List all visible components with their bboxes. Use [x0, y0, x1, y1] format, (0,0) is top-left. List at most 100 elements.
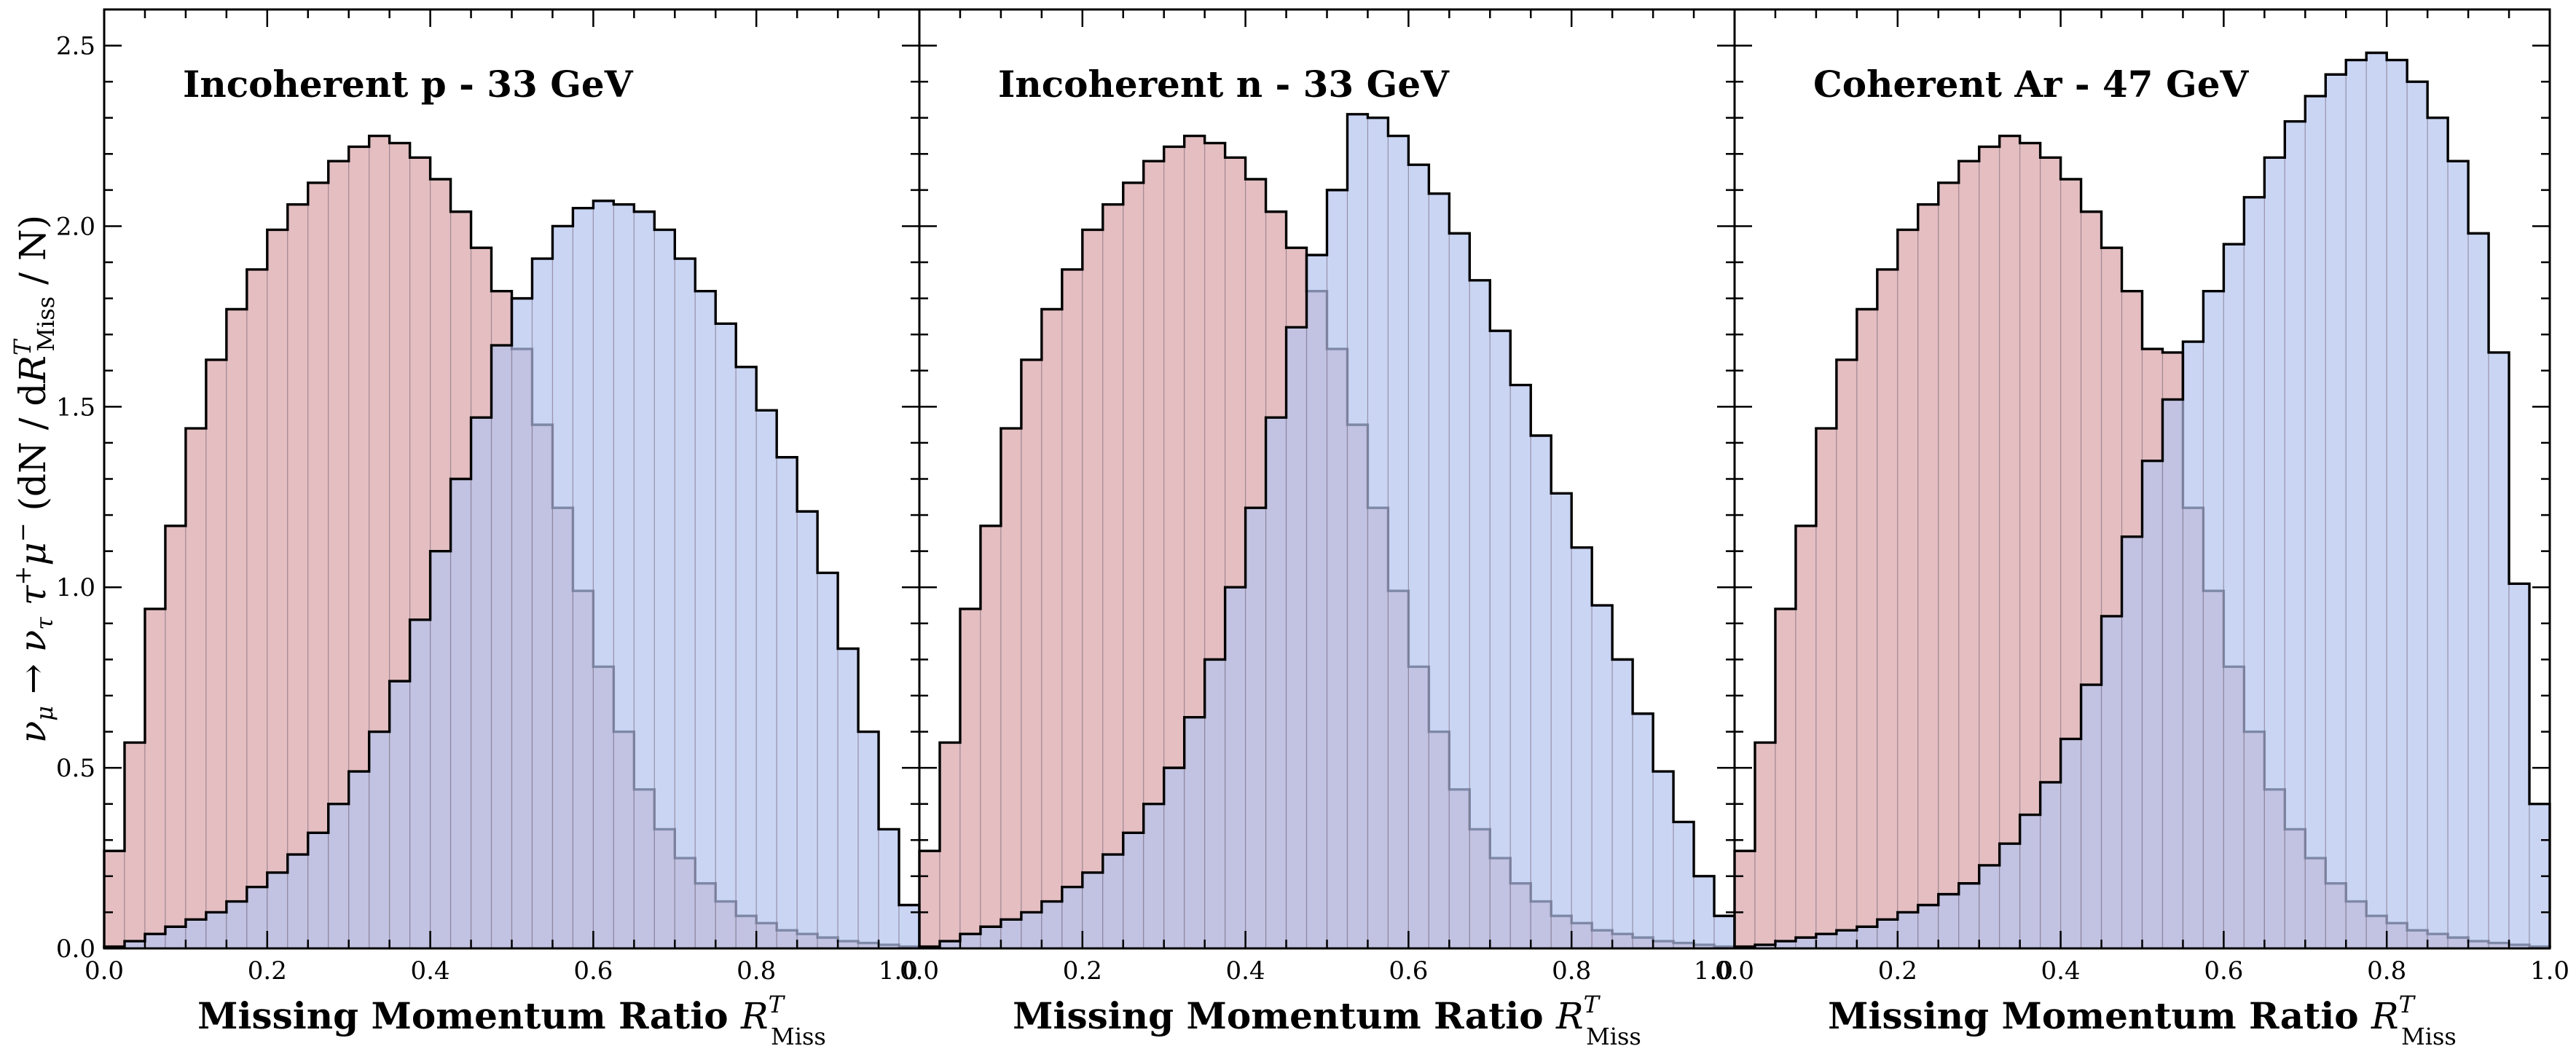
histogram-bar: [531, 258, 554, 949]
histogram-bar: [837, 648, 859, 949]
histogram-bar: [165, 525, 186, 949]
y-tick-label: 1.0: [56, 573, 95, 602]
panel-title: Incoherent p - 33 GeV: [183, 63, 634, 106]
histogram-bar: [919, 850, 941, 949]
histogram-bar: [2365, 52, 2387, 949]
histogram-bar: [2040, 782, 2062, 949]
histogram-bar: [1509, 384, 1531, 949]
histogram-bar: [1407, 164, 1429, 949]
histogram-bar: [1836, 359, 1858, 949]
x-tick-label: 0.2: [1063, 956, 1102, 986]
histogram-bar: [633, 211, 655, 949]
histogram-bar: [1571, 547, 1593, 949]
histogram-bar: [1448, 232, 1470, 949]
histogram-bar: [1550, 492, 1572, 949]
histogram-bar: [1713, 915, 1735, 949]
histogram-bar: [2182, 341, 2204, 949]
histogram-bar: [1530, 435, 1552, 949]
y-tick-label: 1.5: [56, 393, 95, 422]
histogram-bar: [1225, 586, 1246, 949]
x-tick-label: 0.0: [1715, 956, 1754, 986]
histogram-bar: [1856, 926, 1878, 949]
panel-title: Coherent Ar - 47 GeV: [1813, 63, 2250, 106]
histogram-bar: [1000, 919, 1022, 949]
x-axis-label: Missing Momentum Ratio RT Miss: [1828, 991, 2457, 1046]
histogram-bar: [1000, 428, 1022, 949]
histogram-bar: [1897, 911, 1919, 949]
histogram-bar: [1102, 204, 1124, 949]
histogram-bar: [878, 828, 900, 949]
histogram-bar: [185, 428, 207, 949]
histogram-bar: [2080, 684, 2102, 949]
series-2: [1733, 51, 2551, 949]
histogram-bar: [735, 366, 757, 949]
histogram-bar: [857, 731, 879, 949]
histogram-bar: [226, 900, 248, 949]
x-tick-label: 0.0: [85, 956, 124, 986]
histogram-bar: [1204, 658, 1226, 949]
histogram-bar: [1754, 742, 1776, 949]
histogram-bar: [1795, 525, 1817, 949]
histogram-bar: [1795, 937, 1817, 949]
histogram-bar: [470, 417, 492, 949]
histogram-bar: [1387, 135, 1410, 949]
x-tick-label: 0.4: [2041, 956, 2081, 986]
histogram-bar: [1061, 886, 1083, 949]
histogram-bar: [205, 359, 227, 949]
histogram-bar: [674, 258, 696, 949]
histogram-bar: [2223, 243, 2245, 949]
x-tick-label: 0.8: [1552, 956, 1591, 986]
histogram-outline: [1733, 51, 2551, 948]
x-tick-label: 0.4: [411, 956, 450, 986]
histogram-bar: [144, 933, 166, 949]
histogram-outline: [918, 113, 1736, 948]
histogram-bar: [796, 511, 818, 949]
histogram-bar: [1346, 114, 1369, 949]
histogram-bar: [1815, 933, 1837, 949]
histogram-bar: [1632, 713, 1654, 949]
histogram-bar: [1123, 832, 1144, 949]
histogram-bar: [328, 803, 350, 949]
histogram-bar: [307, 832, 329, 949]
histogram-bar: [980, 926, 1002, 949]
histogram-bar: [1285, 326, 1308, 949]
chart-panel-1: 0.0 0.2 0.4 0.6 0.8 1.0 0.0 0.5 1.0 1.5 2.0 2.5 Inco…: [9, 8, 921, 1046]
histogram-bar: [1591, 605, 1613, 949]
histogram-bar: [348, 771, 370, 949]
y-tick-label: 2.5: [56, 32, 95, 61]
histogram-bar: [103, 850, 125, 949]
histogram-bar: [592, 200, 614, 949]
y-tick-label: 0.5: [56, 754, 95, 783]
histogram-bar: [1143, 803, 1165, 949]
histogram-bar: [1734, 850, 1756, 949]
histogram-bar: [267, 229, 288, 949]
histogram-bar: [1102, 854, 1124, 949]
histogram-bar: [1041, 308, 1063, 949]
histogram-bar: [1938, 182, 1960, 949]
x-tick-label: 0.6: [1389, 956, 1428, 986]
histogram-bar: [1958, 883, 1980, 949]
histogram-bar: [1999, 843, 2021, 949]
histogram-bar: [2447, 160, 2469, 949]
histogram-bar: [2060, 738, 2082, 949]
histogram-bar: [755, 409, 777, 949]
x-tick-label: 0.8: [2367, 956, 2406, 986]
histogram-bar: [2263, 157, 2285, 949]
histogram-bar: [389, 680, 411, 949]
histogram-bar: [1693, 876, 1715, 949]
x-tick-label: 1.0: [2530, 956, 2569, 986]
histogram-bar: [694, 291, 716, 949]
histogram-bar: [2243, 197, 2265, 949]
histogram-bar: [429, 551, 452, 949]
histogram-bar: [490, 345, 513, 949]
histogram-bar: [511, 298, 533, 949]
histogram-bar: [1021, 359, 1042, 949]
histogram-bar: [2161, 398, 2184, 949]
x-tick-label: 0.2: [1878, 956, 1917, 986]
histogram-bar: [185, 919, 207, 949]
histogram-bar: [449, 478, 472, 949]
histogram-bar: [287, 204, 309, 949]
histogram-bar: [2467, 232, 2489, 949]
histogram-bar: [551, 225, 574, 949]
